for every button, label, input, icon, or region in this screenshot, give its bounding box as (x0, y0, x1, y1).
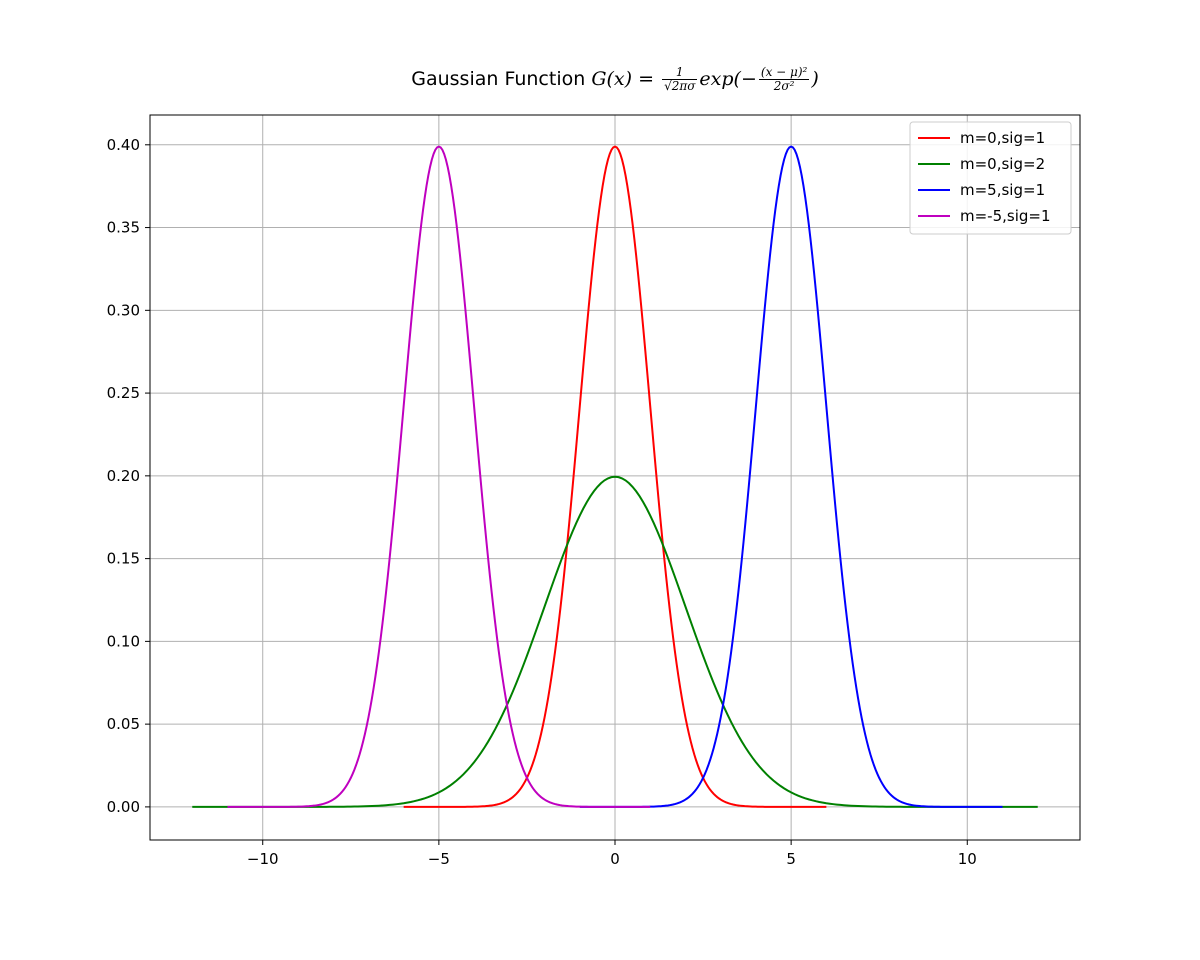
x-tick-label: 5 (786, 850, 796, 868)
title-prefix: Gaussian Function (411, 68, 586, 90)
title-fraction-1: 1 √2πσ (662, 66, 698, 93)
title-fraction-1-denominator: √2πσ (664, 79, 696, 93)
chart-title: Gaussian Function G(x) = 1 √2πσ exp(− (x… (0, 66, 1200, 93)
y-tick-label: 0.30 (107, 301, 140, 319)
series-line-4 (227, 145, 651, 808)
y-tick-label: 0.40 (107, 136, 140, 154)
legend-label: m=0,sig=2 (960, 155, 1045, 173)
y-tick-label: 0.05 (107, 715, 140, 733)
x-tick-label: −5 (428, 850, 450, 868)
title-exp: exp(− (699, 68, 757, 90)
series-line-1 (403, 145, 827, 808)
title-fraction-1-numerator: 1 (662, 66, 698, 80)
title-close: ) (811, 68, 819, 90)
y-tick-label: 0.35 (107, 219, 140, 237)
legend-label: m=-5,sig=1 (960, 207, 1051, 225)
x-tick-label: −10 (247, 850, 279, 868)
y-tick-label: 0.20 (107, 467, 140, 485)
y-tick-label: 0.10 (107, 632, 140, 650)
title-fraction-2-numerator: (x − μ)² (758, 65, 810, 80)
series-lines (192, 145, 1038, 808)
y-tick-label: 0.00 (107, 798, 140, 816)
title-fraction-2: (x − μ)² 2σ² (758, 65, 810, 93)
axis-ticks: −10 −5 0 5 10 0.00 0.05 0.10 0.15 0.20 0.25 0.30 0.3… (107, 136, 977, 868)
y-tick-label: 0.15 (107, 550, 140, 568)
title-fraction-2-denominator: 2σ² (773, 79, 795, 93)
x-tick-label: 0 (610, 850, 620, 868)
legend-label: m=5,sig=1 (960, 181, 1045, 199)
legend-box (909, 121, 1072, 235)
series-line-2 (192, 475, 1038, 808)
legend-label: m=0,sig=1 (960, 129, 1045, 147)
title-lhs: G(x) = (591, 68, 655, 90)
legend: m=0,sig=1 m=0,sig=2 m=5,sig=1 m=-5,sig=1 (909, 121, 1072, 235)
y-tick-label: 0.25 (107, 384, 140, 402)
x-tick-label: 10 (958, 850, 977, 868)
